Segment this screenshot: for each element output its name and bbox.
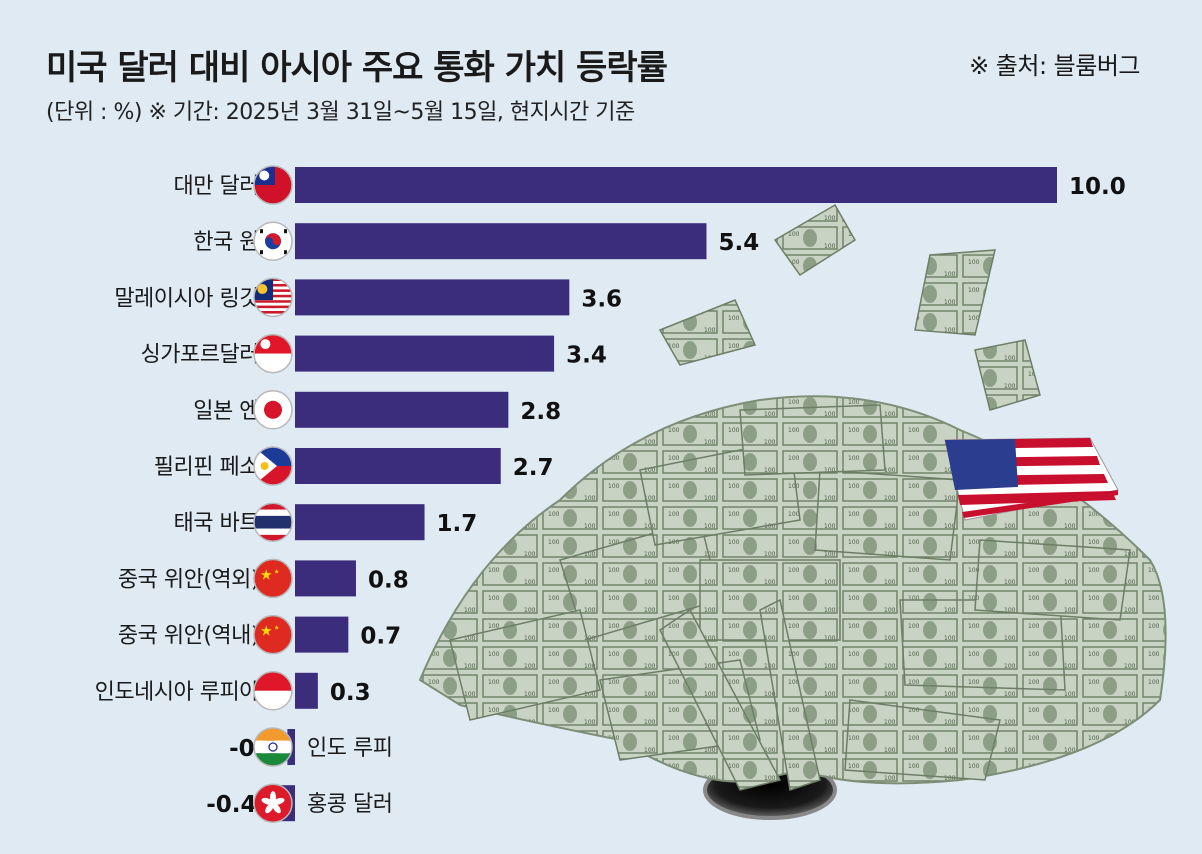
category-label: 말레이시아 링깃	[114, 286, 259, 311]
value-label: 2.7	[513, 455, 554, 481]
value-label: 3.4	[566, 343, 607, 369]
us-flag-icon	[944, 437, 1119, 521]
value-label: 2.8	[520, 399, 561, 425]
bar	[295, 391, 509, 428]
category-label: 인도네시아 루피아	[95, 680, 260, 705]
value-label: 5.4	[718, 230, 759, 256]
bar	[295, 167, 1057, 203]
korea-flag-icon	[253, 221, 293, 261]
value-label: 0.7	[360, 624, 401, 650]
value-label: 3.6	[581, 286, 622, 312]
bar	[295, 448, 501, 484]
bar	[295, 560, 356, 597]
bar	[295, 335, 555, 372]
hongkong-flag-icon	[253, 783, 293, 823]
category-label: 인도 루피	[307, 736, 392, 761]
china-flag-icon: ★ ★	[253, 614, 293, 655]
svg-text:★: ★	[274, 568, 279, 575]
category-label: 필리핀 페소	[154, 455, 259, 480]
svg-text:★: ★	[260, 567, 273, 583]
category-label: 대만 달러	[174, 174, 259, 199]
value-label: 0.3	[330, 680, 371, 706]
malaysia-flag-icon	[253, 277, 293, 318]
bar	[295, 504, 425, 541]
category-label: 태국 바트	[174, 511, 260, 536]
category-label: 중국 위안(역내)	[118, 624, 259, 649]
chart-title: 미국 달러 대비 아시아 주요 통화 가치 등락률	[46, 48, 668, 88]
thailand-flag-icon	[253, 502, 293, 542]
bar	[295, 223, 707, 260]
india-flag-icon	[253, 727, 293, 767]
value-label: 10.0	[1069, 174, 1126, 200]
value-label: 1.7	[437, 511, 478, 537]
bar	[295, 672, 318, 709]
taiwan-flag-icon	[253, 165, 293, 205]
bar	[295, 616, 349, 653]
category-label: 일본 엔	[193, 399, 259, 424]
bar	[295, 279, 570, 316]
chart-source: ※ 출처: 블룸버그	[969, 52, 1140, 80]
singapore-flag-icon	[253, 333, 293, 374]
category-label: 홍콩 달러	[307, 792, 392, 817]
value-label: 0.8	[368, 567, 409, 593]
japan-flag-icon	[253, 390, 293, 430]
category-label: 중국 위안(역외)	[118, 567, 259, 592]
bill-group	[449, 203, 1131, 791]
china-flag-icon: ★ ★	[253, 558, 293, 599]
chart-subtitle: (단위 : %) ※ 기간: 2025년 3월 31일~5월 15일, 현지시간…	[46, 100, 635, 125]
indonesia-flag-icon	[253, 671, 293, 711]
svg-text:★: ★	[274, 625, 279, 632]
svg-text:★: ★	[260, 624, 273, 640]
philippines-flag-icon	[253, 446, 293, 486]
category-label: 싱가포르달러	[141, 343, 259, 368]
category-label: 한국 원	[193, 230, 259, 255]
value-label: -0.4	[206, 792, 256, 818]
